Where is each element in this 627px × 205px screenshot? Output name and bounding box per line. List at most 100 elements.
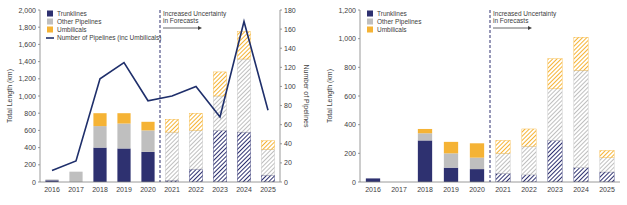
- bar: [165, 132, 178, 180]
- legend: TrunklinesOther PipelinesUmbilicalsNumbe…: [46, 10, 161, 42]
- y2-tick: [280, 86, 282, 87]
- x-tick-label: 2018: [92, 186, 108, 193]
- bar: [548, 59, 562, 89]
- bar: [366, 178, 380, 179]
- bar: [418, 129, 432, 133]
- y2-tick-label: 60: [284, 121, 292, 128]
- bar: [69, 172, 82, 182]
- y2-tick-label: 140: [284, 45, 296, 52]
- y2-tick-label: 0: [284, 179, 288, 186]
- bar: [189, 113, 202, 130]
- chart: 02004006008001,0001,20020162017201820192…: [326, 7, 620, 194]
- bar: [45, 179, 58, 180]
- bar: [600, 150, 614, 157]
- chart: 02004006008001,0001,2001,4001,6001,8002,…: [6, 7, 310, 194]
- bar: [366, 178, 380, 182]
- y-tick-label: 1,200: [18, 75, 36, 82]
- figure: 02004006008001,0001,2001,4001,6001,8002,…: [0, 0, 627, 205]
- bar: [418, 140, 432, 182]
- y2-tick-label: 80: [284, 102, 292, 109]
- bar: [444, 153, 458, 167]
- bar: [522, 146, 536, 175]
- bar: [189, 130, 202, 169]
- legend-swatch: [367, 11, 373, 17]
- y-tick: [38, 164, 40, 165]
- y-tick-label: 600: [344, 93, 356, 100]
- bar: [141, 122, 154, 131]
- y-tick: [38, 44, 40, 45]
- bar: [117, 113, 130, 123]
- x-tick-label: 2025: [599, 186, 615, 193]
- legend-label: Other Pipelines: [377, 18, 422, 26]
- bar: [548, 140, 562, 182]
- y2-tick: [280, 124, 282, 125]
- x-tick-label: 2022: [188, 186, 204, 193]
- bar: [237, 132, 250, 182]
- bar: [574, 37, 588, 70]
- y-tick-label: 2,000: [18, 7, 36, 14]
- annotation-line: in Forecasts: [493, 17, 529, 24]
- y-tick: [38, 78, 40, 79]
- y2-tick: [280, 182, 282, 183]
- bar: [141, 130, 154, 152]
- y2-tick: [280, 105, 282, 106]
- y-tick-label: 1,000: [18, 93, 36, 100]
- bar: [165, 119, 178, 132]
- y-tick-label: 0: [352, 179, 356, 186]
- legend-swatch: [47, 27, 53, 33]
- annotation-arrow: [163, 28, 198, 29]
- bar: [45, 179, 58, 181]
- legend-swatch: [367, 27, 373, 33]
- bar: [496, 140, 510, 153]
- y2-tick-label: 120: [284, 64, 296, 71]
- y-tick: [38, 61, 40, 62]
- bar: [574, 168, 588, 182]
- bar: [496, 173, 510, 182]
- x-tick-label: 2021: [495, 186, 511, 193]
- x-tick-label: 2024: [573, 186, 589, 193]
- y2-tick-label: 40: [284, 140, 292, 147]
- y-tick-label: 400: [24, 144, 36, 151]
- x-tick-label: 2020: [140, 186, 156, 193]
- annotation: Increased Uncertaintyin Forecasts: [163, 10, 227, 24]
- y2-tick: [280, 143, 282, 144]
- bar: [69, 171, 82, 172]
- legend-label: Other Pipelines: [57, 18, 102, 26]
- legend-label: Number of Pipelines (inc Umbilicals): [57, 34, 161, 42]
- x-tick-label: 2019: [116, 186, 132, 193]
- bar: [444, 142, 458, 153]
- bar: [237, 59, 250, 132]
- bar: [213, 72, 226, 96]
- x-tick-label: 2022: [521, 186, 537, 193]
- bar: [93, 148, 106, 182]
- y-tick-label: 1,200: [338, 7, 356, 14]
- bar: [418, 133, 432, 140]
- y-tick-label: 800: [24, 110, 36, 117]
- forecast-divider: [490, 10, 491, 182]
- legend-label: Trunklines: [57, 10, 87, 17]
- bar: [470, 169, 484, 182]
- bar: [470, 143, 484, 157]
- y-tick: [38, 10, 40, 11]
- y-tick-label: 200: [24, 161, 36, 168]
- y2-tick-label: 160: [284, 26, 296, 33]
- x-tick-label: 2017: [68, 186, 84, 193]
- bar: [213, 130, 226, 182]
- y2-axis-label: Number of Pipelines: [302, 64, 310, 128]
- bar: [117, 148, 130, 182]
- legend-label: Umbilicals: [57, 26, 87, 33]
- annotation-arrow: [493, 28, 528, 29]
- y-tick-label: 0: [32, 179, 36, 186]
- bar: [470, 158, 484, 169]
- annotation-arrowhead: [198, 26, 202, 30]
- y-tick: [38, 113, 40, 114]
- legend-swatch: [47, 11, 53, 17]
- x-tick-label: 2018: [417, 186, 433, 193]
- bar: [261, 175, 274, 182]
- y-tick: [38, 27, 40, 28]
- bar: [548, 89, 562, 141]
- bar: [141, 152, 154, 182]
- bar: [444, 168, 458, 182]
- y2-tick: [280, 10, 282, 11]
- y-tick: [38, 96, 40, 97]
